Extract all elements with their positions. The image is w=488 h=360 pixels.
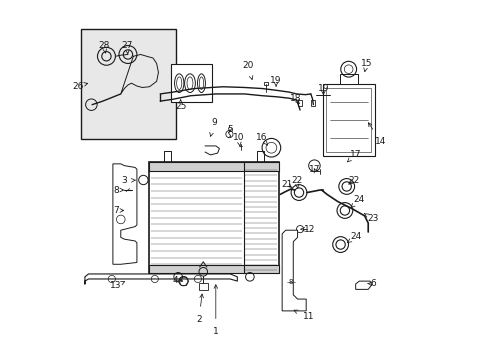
Bar <box>81 30 176 139</box>
Text: 8: 8 <box>113 185 123 194</box>
Text: 13: 13 <box>109 281 124 290</box>
Bar <box>149 265 278 273</box>
Polygon shape <box>355 281 371 289</box>
Text: 10: 10 <box>232 133 244 146</box>
Text: 22: 22 <box>290 176 302 188</box>
Text: 24: 24 <box>350 195 364 207</box>
Bar <box>149 162 278 273</box>
Text: 20: 20 <box>242 62 253 80</box>
Text: 14: 14 <box>367 123 386 146</box>
Polygon shape <box>282 230 305 311</box>
Text: 19: 19 <box>317 84 328 95</box>
Bar <box>264 82 267 85</box>
Text: 28: 28 <box>98 41 109 53</box>
Text: 25: 25 <box>175 100 186 111</box>
Text: 4: 4 <box>172 276 183 285</box>
Text: 24: 24 <box>346 232 361 243</box>
Text: 5: 5 <box>226 125 232 134</box>
Text: 3: 3 <box>121 176 135 185</box>
Text: 17: 17 <box>308 165 320 174</box>
Polygon shape <box>113 164 137 264</box>
Text: 8: 8 <box>288 279 293 285</box>
Text: 1: 1 <box>212 285 218 336</box>
Text: 22: 22 <box>347 176 359 185</box>
Text: 21: 21 <box>281 180 293 189</box>
Bar <box>310 100 314 107</box>
Text: 23: 23 <box>364 213 378 223</box>
Text: 7: 7 <box>113 206 123 215</box>
Bar <box>325 88 370 152</box>
Bar <box>339 74 357 84</box>
Text: 18: 18 <box>289 94 301 103</box>
Bar <box>199 283 207 291</box>
Text: 19: 19 <box>270 76 281 86</box>
Text: 12: 12 <box>300 225 315 234</box>
Text: 9: 9 <box>209 118 217 136</box>
Text: 6: 6 <box>367 279 376 288</box>
Text: 16: 16 <box>255 133 267 145</box>
Bar <box>322 84 374 156</box>
Text: 15: 15 <box>360 59 371 72</box>
Text: 26: 26 <box>72 82 87 91</box>
Text: 2: 2 <box>196 294 203 324</box>
Text: 27: 27 <box>121 41 132 54</box>
Bar <box>149 162 278 171</box>
Text: 11: 11 <box>293 310 313 321</box>
Text: 17: 17 <box>347 150 361 162</box>
Bar <box>171 64 212 102</box>
Bar <box>297 100 301 107</box>
